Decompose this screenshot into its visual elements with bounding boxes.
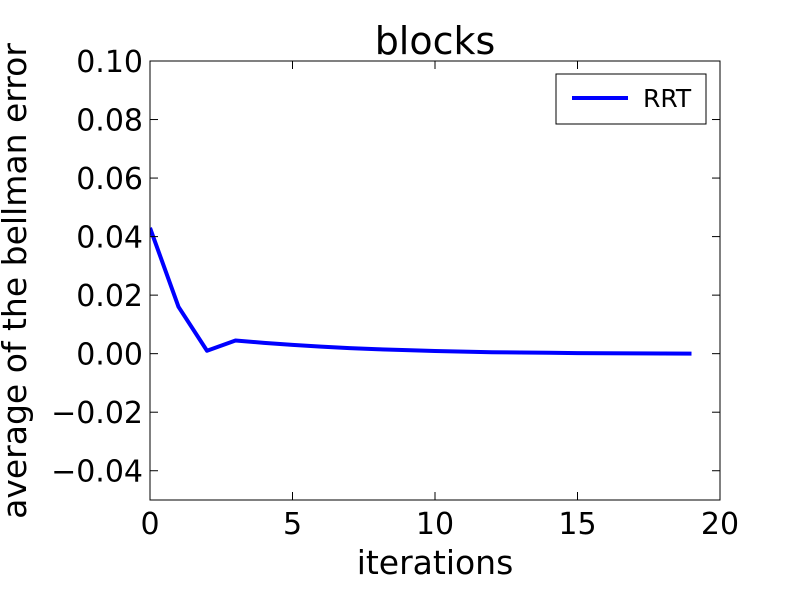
y-tick-label: 0.06 xyxy=(76,162,143,197)
chart-title: blocks xyxy=(375,19,496,63)
series-line-rrt xyxy=(150,227,692,356)
y-tick-label: 0.02 xyxy=(76,279,143,314)
y-axis-label: average of the bellman error xyxy=(0,43,34,519)
y-tick-label: 0.04 xyxy=(76,221,143,256)
y-tick-label: 0.00 xyxy=(76,338,143,373)
x-tick-label: 15 xyxy=(558,507,596,542)
plot-area xyxy=(150,61,720,500)
x-tick-label: 0 xyxy=(140,507,159,542)
x-axis-label: iterations xyxy=(357,543,514,582)
y-tick-label: 0.08 xyxy=(76,104,143,139)
y-tick-label: −0.04 xyxy=(51,455,143,490)
x-tick-label: 20 xyxy=(701,507,739,542)
plot-frame xyxy=(149,60,721,501)
legend: RRT xyxy=(555,73,707,125)
y-tick-label: −0.02 xyxy=(51,396,143,431)
x-tick-label: 5 xyxy=(283,507,302,542)
legend-label-rrt: RRT xyxy=(643,84,692,113)
x-tick-label: 10 xyxy=(416,507,454,542)
y-tick-label: 0.10 xyxy=(76,45,143,80)
